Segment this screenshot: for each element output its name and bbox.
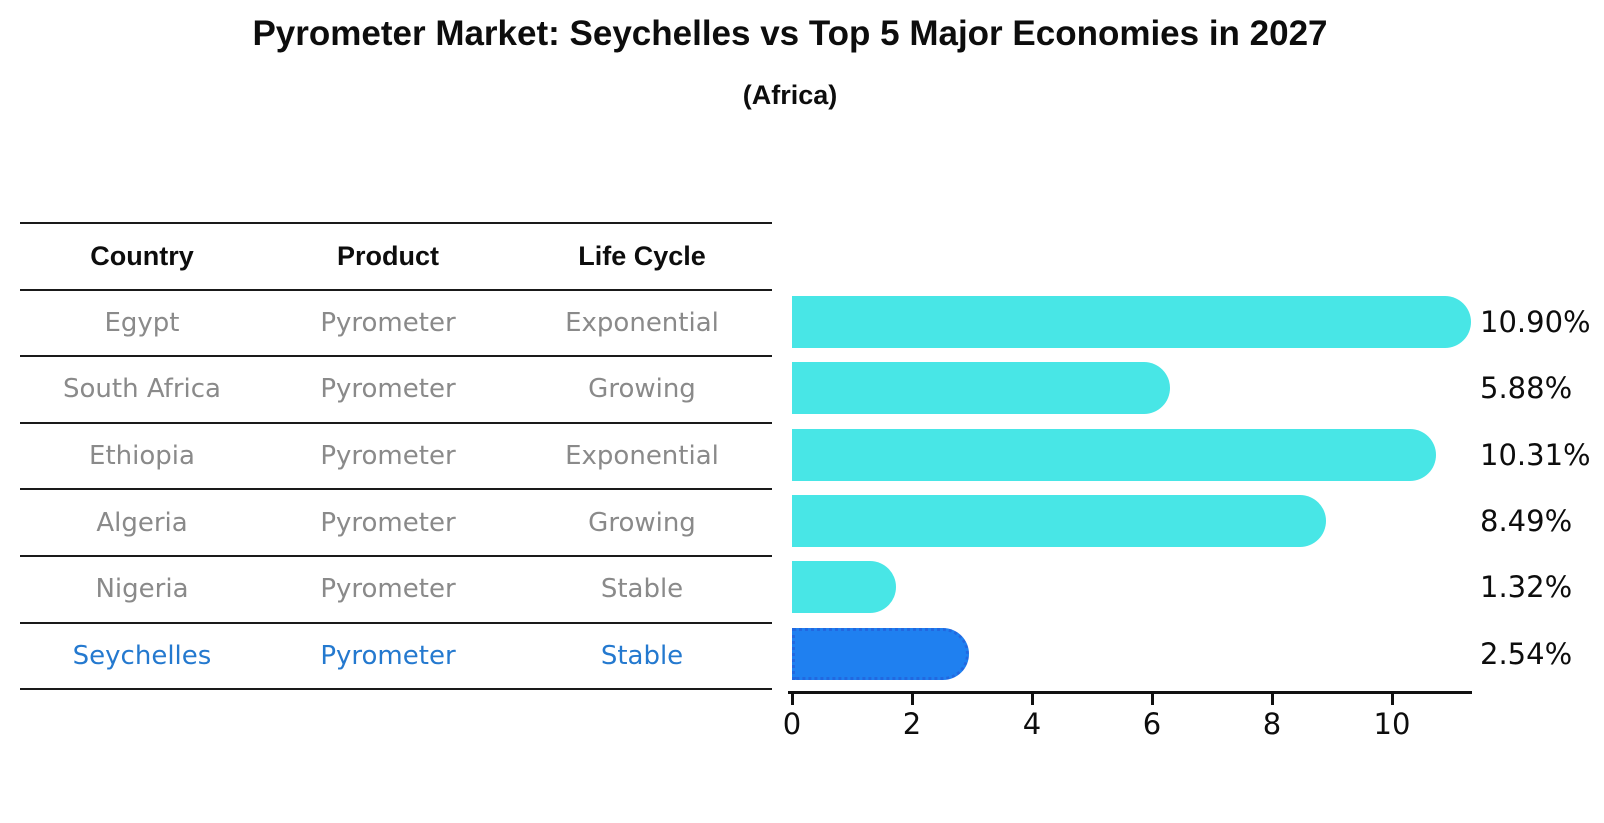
table-header-row: Country Product Life Cycle	[20, 224, 772, 291]
bar-algeria	[792, 494, 1327, 547]
column-header-country: Country	[90, 240, 194, 271]
x-axis-tick	[790, 693, 794, 705]
table-row-highlight-seychelles: Seychelles Pyrometer Stable	[20, 624, 772, 691]
product-cell: Pyrometer	[320, 507, 456, 538]
life-cycle-cell: Exponential	[565, 307, 719, 338]
country-cell: South Africa	[63, 374, 221, 405]
x-axis-tick-label: 6	[1142, 707, 1162, 741]
column-header-product: Product	[336, 240, 439, 271]
bar-nigeria	[792, 561, 897, 614]
life-cycle-cell: Stable	[600, 574, 684, 605]
bar-south-africa	[792, 362, 1170, 415]
value-label: 8.49%	[1480, 503, 1573, 538]
table-row: Ethiopia Pyrometer Exponential	[20, 424, 772, 491]
data-table: Country Product Life Cycle Egypt Pyromet…	[20, 222, 772, 691]
country-cell: Ethiopia	[89, 441, 195, 472]
x-axis-tick-label: 10	[1373, 707, 1411, 741]
product-cell: Pyrometer	[320, 574, 456, 605]
x-axis-tick-label: 8	[1262, 707, 1282, 741]
bar-egypt	[792, 296, 1471, 348]
country-cell: Seychelles	[72, 640, 212, 671]
x-axis-tick-label: 0	[782, 707, 802, 741]
x-axis-tick-label: 2	[902, 707, 922, 741]
table-row: South Africa Pyrometer Growing	[20, 357, 772, 424]
product-cell: Pyrometer	[320, 307, 456, 338]
bar-ethiopia	[792, 428, 1436, 481]
x-axis-tick-label: 4	[1022, 707, 1042, 741]
table-row: Egypt Pyrometer Exponential	[20, 291, 772, 358]
x-axis-line	[788, 691, 1472, 694]
x-axis-tick	[1150, 693, 1154, 705]
value-label: 10.90%	[1480, 305, 1591, 339]
column-header-life-cycle: Life Cycle	[578, 240, 706, 271]
value-label: 5.88%	[1480, 371, 1573, 406]
country-cell: Algeria	[96, 507, 188, 538]
table-row: Algeria Pyrometer Growing	[20, 490, 772, 557]
product-cell: Pyrometer	[320, 640, 456, 671]
country-cell: Nigeria	[95, 574, 189, 605]
life-cycle-cell: Growing	[588, 374, 696, 405]
product-cell: Pyrometer	[320, 441, 456, 472]
product-cell: Pyrometer	[320, 374, 456, 405]
x-axis-tick	[1390, 693, 1394, 705]
life-cycle-cell: Growing	[588, 507, 696, 538]
country-cell: Egypt	[104, 307, 180, 338]
bar-highlight-seychelles	[792, 627, 970, 680]
x-axis-tick	[1270, 693, 1274, 705]
value-label: 10.31%	[1480, 437, 1591, 472]
chart-title: Pyrometer Market: Seychelles vs Top 5 Ma…	[252, 14, 1328, 53]
chart-subtitle: (Africa)	[742, 80, 838, 110]
value-label: 2.54%	[1480, 636, 1573, 671]
value-label: 1.32%	[1480, 570, 1573, 605]
life-cycle-cell: Stable	[600, 640, 684, 671]
life-cycle-cell: Exponential	[565, 441, 719, 472]
table-row: Nigeria Pyrometer Stable	[20, 557, 772, 624]
x-axis-tick	[910, 693, 914, 705]
x-axis-tick	[1030, 693, 1034, 705]
